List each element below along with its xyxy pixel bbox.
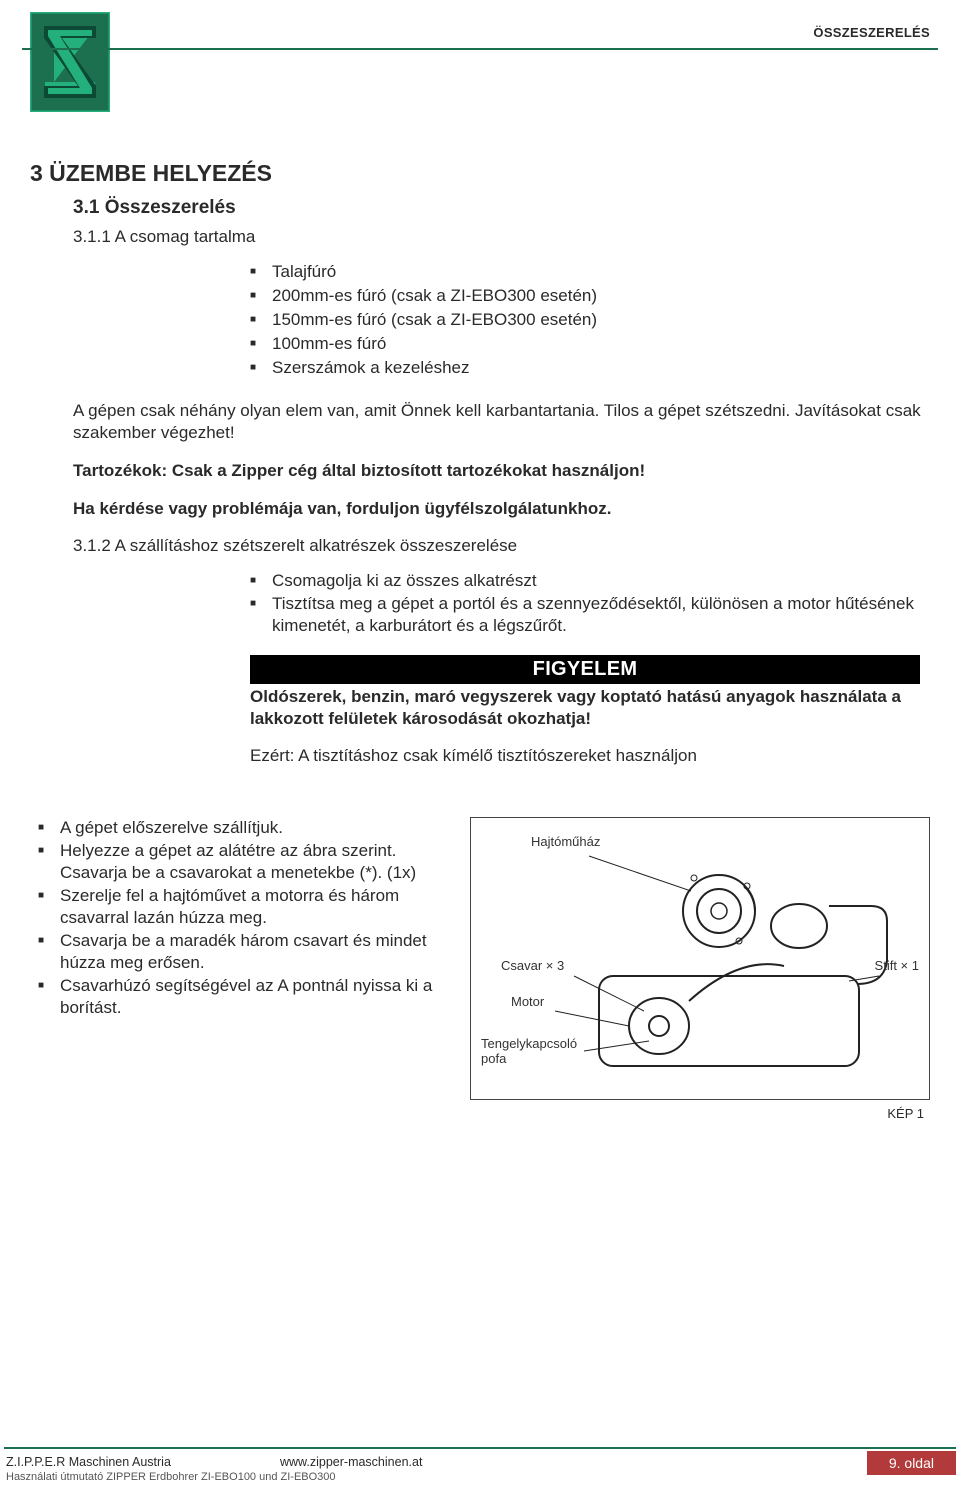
attention-title: FIGYELEM bbox=[250, 655, 920, 684]
support-paragraph: Ha kérdése vagy problémája van, forduljo… bbox=[73, 498, 930, 520]
accessories-paragraph: Tartozékok: Csak a Zipper cég által bizt… bbox=[73, 460, 930, 482]
list-item: Szerszámok a kezeléshez bbox=[250, 357, 930, 380]
assembly-prep-list: Csomagolja ki az összes alkatrészt Tiszt… bbox=[250, 570, 930, 637]
heading-3-assembly: 3.1.2 A szállításhoz szétszerelt alkatré… bbox=[73, 536, 930, 556]
page-section-label: ÖSSZESZERELÉS bbox=[813, 25, 930, 40]
footer-url: www.zipper-maschinen.at bbox=[280, 1455, 422, 1469]
page-footer: Z.I.P.P.E.R Maschinen Austria www.zipper… bbox=[0, 1447, 960, 1491]
figure-label-clutch: Tengelykapcsoló pofa bbox=[481, 1036, 591, 1066]
footer-company: Z.I.P.P.E.R Maschinen Austria bbox=[6, 1455, 171, 1469]
assembly-diagram: Hajtóműház Csavar × 3 Motor Tengelykapcs… bbox=[470, 817, 930, 1100]
list-item: Csavarja be a maradék három csavart és m… bbox=[38, 930, 450, 974]
list-item: Helyezze a gépet az alátétre az ábra sze… bbox=[38, 840, 450, 884]
list-item: Csomagolja ki az összes alkatrészt bbox=[250, 570, 930, 592]
list-item: Tisztítsa meg a gépet a portól és a szen… bbox=[250, 593, 930, 637]
attention-line: Ezért: A tisztításhoz csak kímélő tisztí… bbox=[250, 745, 920, 767]
page-number: 9. oldal bbox=[867, 1451, 956, 1475]
heading-3-contents: 3.1.1 A csomag tartalma bbox=[73, 227, 930, 247]
list-item: 100mm-es fúró bbox=[250, 333, 930, 356]
figure-label-motor: Motor bbox=[511, 994, 544, 1009]
heading-2: 3.1 Összeszerelés bbox=[73, 197, 930, 219]
package-contents-list: Talajfúró 200mm-es fúró (csak a ZI-EBO30… bbox=[250, 261, 930, 380]
footer-doc-title: Használati útmutató ZIPPER Erdbohrer ZI-… bbox=[6, 1471, 336, 1483]
list-item: Talajfúró bbox=[250, 261, 930, 284]
list-item: A gépet előszerelve szállítjuk. bbox=[38, 817, 450, 839]
figure-label-screw: Csavar × 3 bbox=[501, 958, 564, 973]
list-item: Csavarhúzó segítségével az A pontnál nyi… bbox=[38, 975, 450, 1019]
attention-bold-text: Oldószerek, benzin, maró vegyszerek vagy… bbox=[250, 686, 920, 730]
header-rule bbox=[22, 48, 938, 50]
warning-paragraph: A gépen csak néhány olyan elem van, amit… bbox=[73, 400, 930, 444]
list-item: Szerelje fel a hajtóművet a motorra és h… bbox=[38, 885, 450, 929]
figure-label-pin: Stift × 1 bbox=[875, 958, 919, 973]
list-item: 200mm-es fúró (csak a ZI-EBO300 esetén) bbox=[250, 285, 930, 308]
heading-1: 3 ÜZEMBE HELYEZÉS bbox=[30, 160, 930, 187]
brand-logo bbox=[30, 12, 110, 112]
figure-label-gearbox: Hajtóműház bbox=[531, 834, 600, 849]
attention-box: FIGYELEM Oldószerek, benzin, maró vegysz… bbox=[250, 655, 920, 766]
footer-rule bbox=[4, 1447, 956, 1449]
figure-caption: KÉP 1 bbox=[470, 1106, 930, 1121]
list-item: 150mm-es fúró (csak a ZI-EBO300 esetén) bbox=[250, 309, 930, 332]
assembly-steps-list: A gépet előszerelve szállítjuk. Helyezze… bbox=[38, 817, 450, 1021]
